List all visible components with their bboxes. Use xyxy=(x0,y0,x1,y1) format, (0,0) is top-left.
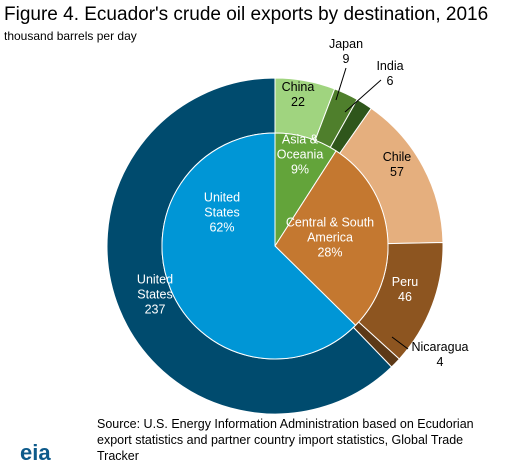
label-text: 22 xyxy=(291,95,305,109)
label-text: Japan xyxy=(328,37,364,51)
leader-line xyxy=(344,79,382,113)
label-text: 237 xyxy=(144,302,166,317)
label-text: 9% xyxy=(290,162,310,177)
label-text: Nicaragua xyxy=(411,340,469,354)
label-text: 9 xyxy=(342,52,350,66)
slice-label: Peru 46 xyxy=(375,275,435,305)
leader-line xyxy=(335,67,347,101)
slice-label: China 22 xyxy=(268,80,328,110)
slice-label: Central & South America 28% xyxy=(270,216,390,261)
slice-label: Japan 9 xyxy=(316,37,376,67)
source-note: Source: U.S. Energy Information Administ… xyxy=(97,417,474,463)
logo: eia xyxy=(20,440,51,465)
label-text: 4 xyxy=(436,355,444,369)
label-text: 62% xyxy=(209,220,235,235)
label-text: 28% xyxy=(317,245,343,260)
label-text: Peru xyxy=(391,275,419,289)
label-text: India xyxy=(376,59,404,73)
label-text: Asia & Oceania xyxy=(276,132,324,162)
pie-slice xyxy=(161,132,357,360)
slice-label: Nicaragua 4 xyxy=(400,340,480,370)
slice-label: India 6 xyxy=(365,59,415,89)
label-text: United States xyxy=(136,272,174,302)
label-text: Chile xyxy=(382,150,412,164)
chart-subtitle: thousand barrels per day xyxy=(4,29,137,43)
label-text: Central & South America xyxy=(285,215,375,245)
label-text: 6 xyxy=(386,74,394,88)
slice-label: United States 62% xyxy=(195,191,250,236)
leader-line xyxy=(391,336,409,350)
pie-slice xyxy=(274,150,389,326)
slice-label: United States 237 xyxy=(128,273,183,318)
chart-title: Figure 4. Ecuador's crude oil exports by… xyxy=(4,4,489,25)
slice-label: Asia & Oceania 9% xyxy=(270,133,330,178)
label-text: 46 xyxy=(398,290,412,304)
label-text: United States xyxy=(203,190,241,220)
slice-label: Chile 57 xyxy=(367,150,427,180)
label-text: China xyxy=(281,80,315,94)
label-text: 57 xyxy=(390,165,404,179)
